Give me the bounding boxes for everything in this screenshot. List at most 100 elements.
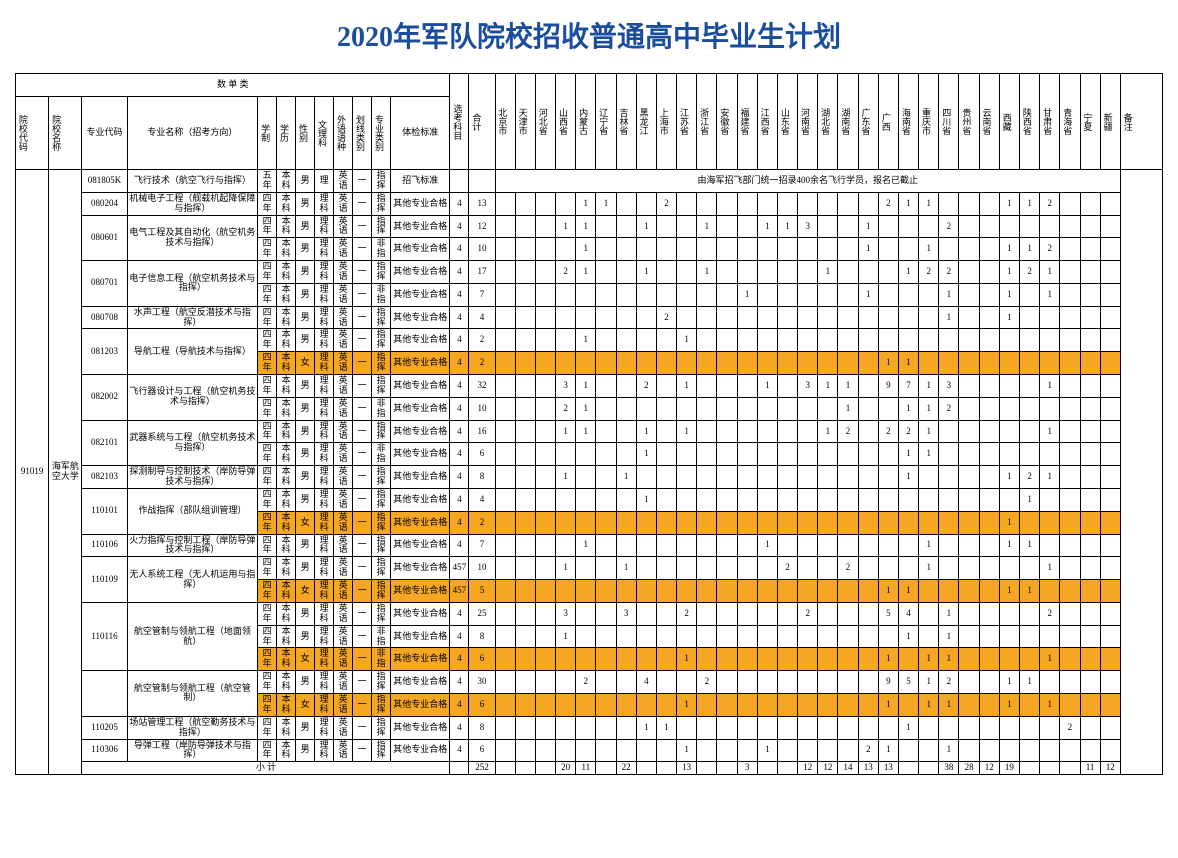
table-row: 110106火力指挥与控制工程（岸防导弹技术与指挥）四年本科男理科英语一指挥其他… <box>16 534 1163 557</box>
province-value: 1 <box>838 375 858 398</box>
province-value <box>697 716 717 739</box>
province-value <box>697 648 717 671</box>
province-value <box>1100 352 1120 375</box>
hdr-prov: 山东省 <box>777 74 797 170</box>
province-value <box>717 466 737 489</box>
province-value: 1 <box>898 625 918 648</box>
province-value: 1 <box>576 238 596 261</box>
line: 一 <box>353 739 372 762</box>
gender: 男 <box>296 420 315 443</box>
province-value <box>1040 625 1060 648</box>
province-value: 1 <box>919 693 939 716</box>
province-value <box>656 671 676 694</box>
province-value <box>757 716 777 739</box>
province-value: 2 <box>1060 716 1080 739</box>
province-value <box>979 511 999 534</box>
gender: 男 <box>296 261 315 284</box>
province-value <box>999 488 1019 511</box>
physical: 其他专业合格 <box>391 443 450 466</box>
province-value <box>757 511 777 534</box>
duration: 四年 <box>258 739 277 762</box>
province-value: 1 <box>939 648 959 671</box>
province-value: 2 <box>1040 602 1060 625</box>
degree: 本科 <box>277 534 296 557</box>
degree: 本科 <box>277 602 296 625</box>
province-value <box>616 534 636 557</box>
arts-sci: 理科 <box>315 261 334 284</box>
province-value <box>697 580 717 603</box>
major-code: 080708 <box>82 306 127 329</box>
province-value <box>979 671 999 694</box>
lang: 英语 <box>334 261 353 284</box>
major-name: 导航工程（导航技术与指挥） <box>127 329 258 375</box>
major-type: 指挥 <box>372 352 391 375</box>
province-value <box>1020 602 1040 625</box>
province-value: 1 <box>757 739 777 762</box>
degree: 本科 <box>277 693 296 716</box>
province-value: 5 <box>898 671 918 694</box>
province-value <box>616 511 636 534</box>
province-value <box>818 352 838 375</box>
province-value <box>1040 534 1060 557</box>
province-value <box>697 488 717 511</box>
subtotal-value <box>596 762 616 775</box>
province-value <box>556 283 576 306</box>
major-name: 火力指挥与控制工程（岸防导弹技术与指挥） <box>127 534 258 557</box>
province-value <box>798 648 818 671</box>
province-value <box>535 671 555 694</box>
province-value <box>616 238 636 261</box>
province-value <box>999 625 1019 648</box>
province-value <box>515 739 535 762</box>
province-value: 9 <box>878 375 898 398</box>
province-value <box>838 215 858 238</box>
province-value <box>838 534 858 557</box>
gender: 男 <box>296 488 315 511</box>
province-value <box>919 511 939 534</box>
province-value <box>717 443 737 466</box>
province-value <box>1040 443 1060 466</box>
province-value <box>1080 625 1100 648</box>
province-value: 2 <box>556 261 576 284</box>
province-value <box>757 329 777 352</box>
province-value: 1 <box>919 420 939 443</box>
province-value <box>1040 511 1060 534</box>
province-value <box>777 375 797 398</box>
province-value <box>818 192 838 215</box>
province-value <box>858 693 878 716</box>
province-value <box>858 261 878 284</box>
gender: 男 <box>296 534 315 557</box>
province-value <box>1100 238 1120 261</box>
province-value: 2 <box>858 739 878 762</box>
province-value <box>697 352 717 375</box>
province-value <box>878 329 898 352</box>
duration: 四年 <box>258 261 277 284</box>
subtotal-value <box>1040 762 1060 775</box>
province-value <box>818 671 838 694</box>
province-value <box>717 511 737 534</box>
physical: 其他专业合格 <box>391 534 450 557</box>
duration: 五年 <box>258 170 277 193</box>
province-value <box>535 443 555 466</box>
physical: 其他专业合格 <box>391 329 450 352</box>
gender: 男 <box>296 329 315 352</box>
hdr-school-code: 院校代码 <box>16 97 49 170</box>
major-code: 082002 <box>82 375 127 421</box>
province-value <box>858 580 878 603</box>
province-value <box>838 306 858 329</box>
province-value <box>556 716 576 739</box>
province-value <box>919 625 939 648</box>
subtotal-value <box>717 762 737 775</box>
province-value <box>818 580 838 603</box>
province-value: 1 <box>898 397 918 420</box>
province-value <box>1060 443 1080 466</box>
province-value <box>495 443 515 466</box>
subtotal-value: 22 <box>616 762 636 775</box>
subtotal-value: 12 <box>979 762 999 775</box>
province-value <box>959 261 979 284</box>
degree: 本科 <box>277 511 296 534</box>
total: 8 <box>469 716 495 739</box>
province-value <box>939 443 959 466</box>
province-value <box>878 625 898 648</box>
province-value: 1 <box>636 443 656 466</box>
province-value: 1 <box>878 693 898 716</box>
